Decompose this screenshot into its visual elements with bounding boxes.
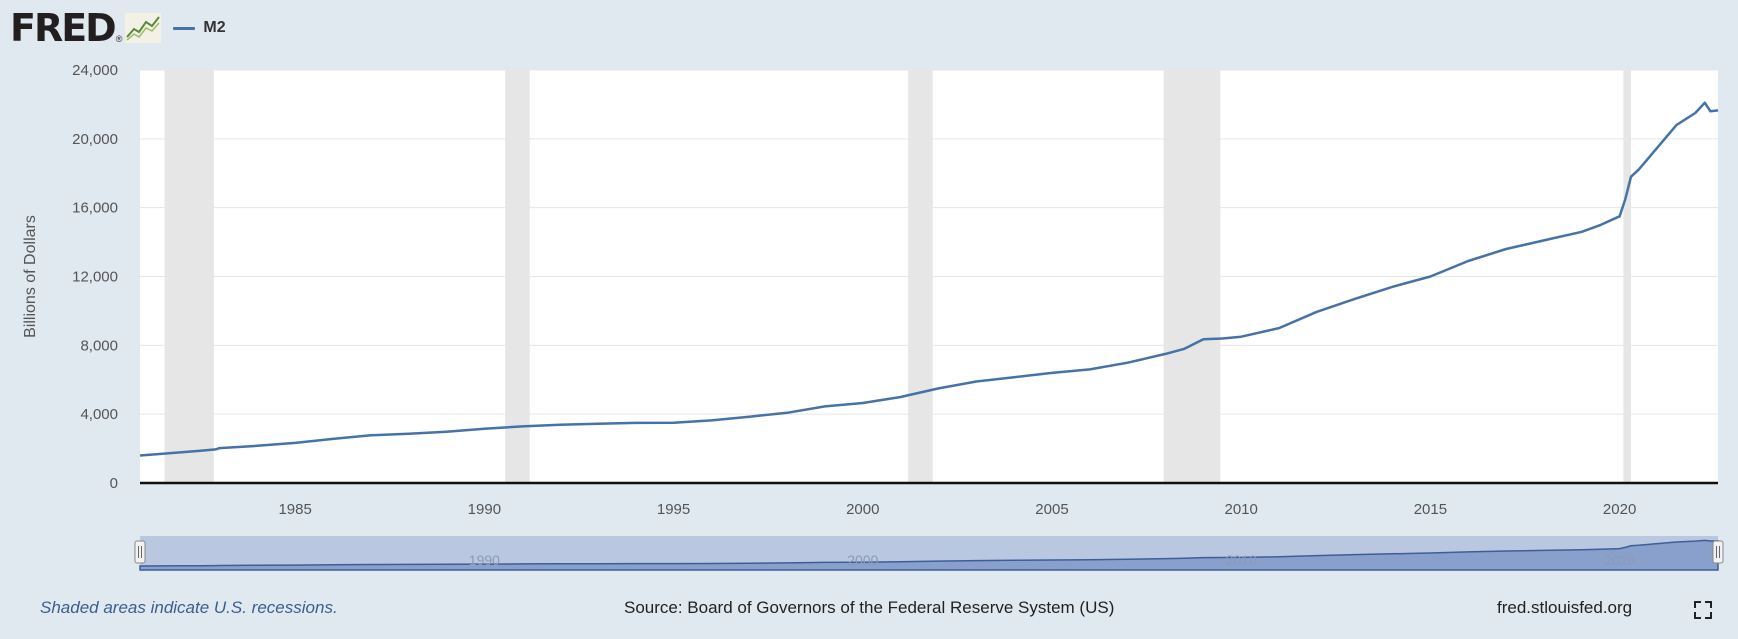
navigator-tick-label-3: 2020 [1604,552,1635,568]
navigator-tick-label-2: 2010 [1226,552,1257,568]
series-line-0 [139,101,1719,457]
y-tick-label-2: 8,000 [80,337,118,354]
x-tick-label-0: 1985 [278,501,311,518]
chart-header: FRED ® M2 [10,6,226,50]
x-tick-label-7: 2020 [1603,501,1636,518]
logo-text: FRED [10,6,117,50]
fullscreen-icon[interactable] [1694,601,1712,619]
x-tick-label-2: 1995 [657,501,690,518]
navigator-tick-label-1: 2000 [847,552,878,568]
y-tick-label-0: 0 [110,475,118,492]
navigator-handle-left[interactable] [134,540,146,564]
navigator-series-area [139,539,1719,571]
source-text: Source: Board of Governors of the Federa… [624,598,1115,617]
y-tick-label-5: 20,000 [72,131,118,148]
x-tick-label-1: 1990 [468,501,501,518]
recession-note: Shaded areas indicate U.S. recessions. [40,598,338,617]
y-tick-label-4: 16,000 [72,200,118,217]
site-link[interactable]: fred.stlouisfed.org [1497,598,1633,617]
y-tick-label-1: 4,000 [80,406,118,423]
trend-chart-icon [125,13,162,43]
fred-logo[interactable]: FRED ® [10,6,162,50]
x-tick-label-4: 2005 [1035,501,1068,518]
chart-legend[interactable]: M2 [173,19,226,37]
navigator-handle-right[interactable] [1712,540,1724,564]
y-tick-label-6: 24,000 [72,62,118,79]
x-tick-label-5: 2010 [1225,501,1258,518]
y-tick-label-3: 12,000 [72,269,118,286]
y-axis-label: Billions of Dollars [22,215,39,338]
m2-line-chart: 0 4,000 8,000 12,000 16,000 20,000 24,000 Billi… [22,62,1724,571]
navigator-tick-label-0: 1990 [469,552,500,568]
logo-registered-mark: ® [115,34,123,44]
legend-line-swatch [173,26,196,30]
x-tick-label-6: 2015 [1414,501,1447,518]
legend-label: M2 [203,19,226,36]
x-tick-label-3: 2000 [846,501,879,518]
